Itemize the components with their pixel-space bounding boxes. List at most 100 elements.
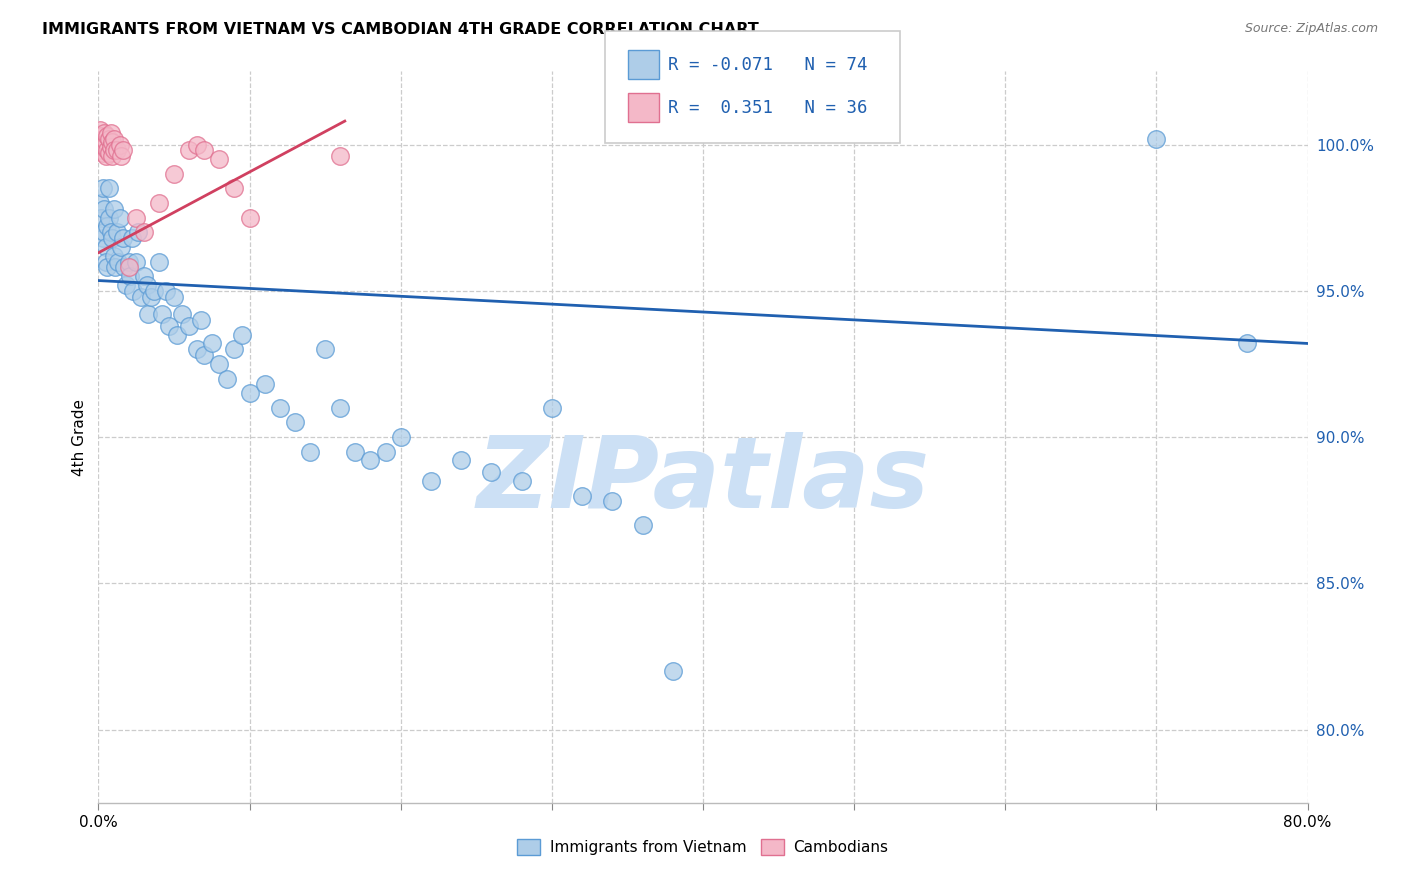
Point [136,307,159,321]
Point [93,225,115,239]
Point [148,254,170,268]
Point [105,225,128,239]
Point [224,181,246,195]
Point [141,290,163,304]
Point [96,260,118,275]
Point [121,231,143,245]
Point [96,128,118,143]
Point [389,430,412,444]
Point [170,307,193,321]
Point [374,444,396,458]
Point [103,202,125,216]
Point [111,231,134,245]
Point [571,489,593,503]
Point [481,465,503,479]
Point [231,327,253,342]
Point [344,444,367,458]
Point [89,123,111,137]
Text: IMMIGRANTS FROM VIETNAM VS CAMBODIAN 4TH GRADE CORRELATION CHART: IMMIGRANTS FROM VIETNAM VS CAMBODIAN 4TH… [42,22,759,37]
Point [100,225,122,239]
Point [215,371,238,385]
Point [93,126,115,140]
Point [631,517,654,532]
Point [94,240,117,254]
Point [93,140,115,154]
Point [101,135,124,149]
Point [510,474,533,488]
Point [98,211,121,225]
Point [224,343,246,357]
Point [179,144,201,158]
Point [420,474,443,488]
Point [101,149,124,163]
Point [103,249,125,263]
Point [112,260,135,275]
Point [540,401,562,415]
Point [201,336,224,351]
Point [96,219,118,234]
Point [103,144,125,158]
Point [186,343,208,357]
Point [89,137,111,152]
Text: R =  0.351   N = 36: R = 0.351 N = 36 [668,99,868,117]
Point [118,254,141,268]
Point [155,284,177,298]
Point [94,149,117,163]
Point [129,290,152,304]
Point [193,144,215,158]
Point [91,131,114,145]
Point [186,137,208,152]
Point [179,318,201,333]
Point [120,269,142,284]
Point [89,196,111,211]
Point [90,144,112,158]
Point [91,231,114,245]
Text: R = -0.071   N = 74: R = -0.071 N = 74 [668,56,868,74]
Point [101,231,124,245]
Point [450,453,472,467]
Point [284,416,307,430]
Point [125,254,148,268]
Point [91,146,114,161]
Point [122,284,145,298]
Point [107,254,129,268]
Point [96,144,118,158]
Y-axis label: 4th Grade: 4th Grade [72,399,87,475]
Point [190,313,212,327]
Point [193,348,215,362]
Point [114,277,136,292]
Point [602,494,624,508]
Point [108,137,131,152]
Point [208,357,231,371]
Point [239,386,262,401]
Point [253,377,276,392]
Point [163,290,186,304]
Text: Source: ZipAtlas.com: Source: ZipAtlas.com [1244,22,1378,36]
Point [299,444,322,458]
Point [100,126,122,140]
Point [105,144,128,158]
Point [94,254,117,268]
Point [661,664,683,678]
Point [125,211,148,225]
Point [94,135,117,149]
Point [104,260,127,275]
Point [127,225,149,239]
Point [159,318,181,333]
Point [110,240,132,254]
Point [1144,131,1167,145]
Point [100,140,122,154]
Point [239,211,262,225]
Point [90,128,112,143]
Point [143,284,166,298]
Point [329,149,352,163]
Point [150,307,173,321]
Point [132,269,155,284]
Point [1236,336,1258,351]
Point [111,144,134,158]
Point [329,401,352,415]
Point [108,211,131,225]
Point [166,327,188,342]
Point [98,131,121,145]
Point [98,181,121,195]
